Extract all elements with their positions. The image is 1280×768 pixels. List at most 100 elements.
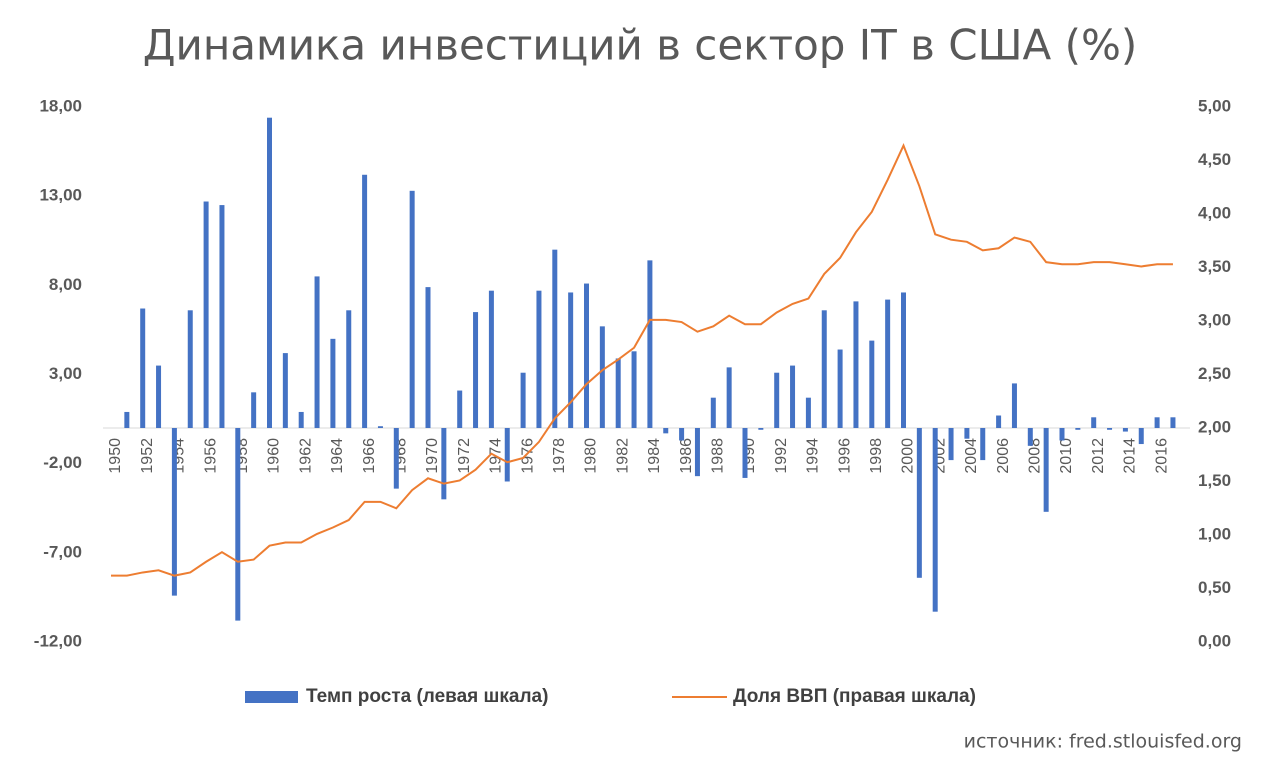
y-tick-label: 8,00 — [49, 275, 82, 294]
bar — [203, 201, 209, 428]
y2-tick-label: 4,00 — [1198, 203, 1231, 222]
x-tick-label: 2006 — [995, 438, 1012, 474]
bar — [1011, 383, 1017, 428]
y2-tick-label: 1,50 — [1198, 471, 1231, 490]
bar — [980, 428, 986, 461]
bar — [235, 428, 241, 621]
bar — [916, 428, 922, 578]
x-tick-label: 2004 — [963, 438, 980, 474]
bar — [140, 308, 146, 428]
bar — [504, 428, 510, 482]
x-tick-label: 1988 — [710, 438, 727, 474]
bar — [346, 310, 352, 428]
bar — [1170, 417, 1176, 428]
bar — [584, 283, 589, 428]
bar — [362, 174, 368, 428]
chart-title: Динамика инвестиций в сектор IT в США (%… — [143, 21, 1138, 70]
bar — [1107, 428, 1113, 430]
bar — [393, 428, 399, 489]
x-tick-label: 1978 — [551, 438, 568, 474]
bar — [679, 428, 685, 441]
x-tick-label: 2008 — [1027, 438, 1044, 474]
bar — [267, 117, 272, 428]
bar — [409, 190, 415, 428]
bar — [758, 428, 764, 430]
x-tick-label: 1960 — [266, 438, 283, 474]
x-tick-label: 1966 — [361, 438, 378, 474]
bar — [473, 312, 479, 428]
bar — [568, 292, 574, 428]
bar — [837, 349, 843, 428]
bar — [1059, 428, 1065, 441]
bar — [488, 290, 494, 428]
y-tick-label: -7,00 — [43, 542, 82, 561]
bar — [885, 299, 891, 428]
bar — [694, 428, 700, 477]
bar — [425, 287, 431, 428]
x-tick-label: 1996 — [836, 438, 853, 474]
x-tick-label: 2014 — [1122, 438, 1139, 474]
bar — [1075, 428, 1081, 430]
y2-tick-label: 0,50 — [1198, 578, 1231, 597]
bar — [219, 205, 225, 428]
x-tick-label: 2012 — [1090, 438, 1107, 474]
x-tick-label: 1964 — [329, 438, 346, 474]
bar — [377, 426, 383, 428]
y2-tick-label: 5,00 — [1198, 96, 1231, 115]
bar — [1138, 428, 1144, 445]
bar — [726, 367, 732, 428]
x-tick-label: 1994 — [805, 438, 822, 474]
bar — [647, 260, 653, 428]
bar — [282, 353, 288, 428]
bar — [520, 372, 526, 428]
legend-label: Доля ВВП (правая шкала) — [733, 686, 976, 707]
x-tick-label: 1962 — [297, 438, 314, 474]
bar — [1122, 428, 1128, 432]
bar — [552, 249, 558, 428]
x-tick-label: 1998 — [868, 438, 885, 474]
source: источник: fred.stlouisfed.org — [964, 731, 1242, 753]
x-tick-label: 2010 — [1058, 438, 1075, 474]
bar — [869, 340, 875, 428]
x-tick-label: 1986 — [678, 438, 695, 474]
bar — [1091, 417, 1097, 428]
bar — [1027, 428, 1033, 446]
bar — [932, 428, 938, 612]
x-tick-label: 1976 — [519, 438, 536, 474]
x-tick-label: 1992 — [773, 438, 790, 474]
bar — [790, 365, 796, 428]
bar — [663, 428, 669, 434]
bar — [1154, 417, 1160, 428]
bar — [901, 292, 906, 428]
x-tick-label: 1980 — [583, 438, 600, 474]
x-tick-label: 1970 — [424, 438, 441, 474]
x-tick-label: 2016 — [1153, 438, 1170, 474]
bar — [298, 411, 304, 428]
bar — [996, 415, 1002, 428]
y-tick-label: 18,00 — [39, 96, 82, 115]
bar — [1043, 428, 1049, 512]
y2-tick-label: 2,00 — [1198, 417, 1231, 436]
bar — [805, 397, 811, 428]
bar — [821, 310, 827, 428]
x-tick-label: 1950 — [107, 438, 124, 474]
bar — [314, 276, 320, 428]
bar — [187, 310, 193, 428]
y2-tick-label: 3,50 — [1198, 257, 1231, 276]
y2-tick-label: 2,50 — [1198, 364, 1231, 383]
line — [111, 142, 1173, 577]
y-tick-label: -2,00 — [43, 453, 82, 472]
y-tick-label: -12,00 — [34, 631, 82, 650]
bar — [457, 390, 463, 428]
x-tick-label: 2000 — [900, 438, 917, 474]
bar — [251, 392, 257, 428]
bar — [710, 397, 716, 428]
x-tick-label: 1952 — [139, 438, 156, 474]
x-tick-label: 1982 — [614, 438, 631, 474]
x-tick-label: 1956 — [202, 438, 219, 474]
bar — [774, 372, 780, 428]
y-tick-label: 3,00 — [49, 364, 82, 383]
legend-label: Темп роста (левая шкала) — [306, 686, 548, 707]
x-tick-label: 1972 — [456, 438, 473, 474]
bar — [948, 428, 954, 461]
